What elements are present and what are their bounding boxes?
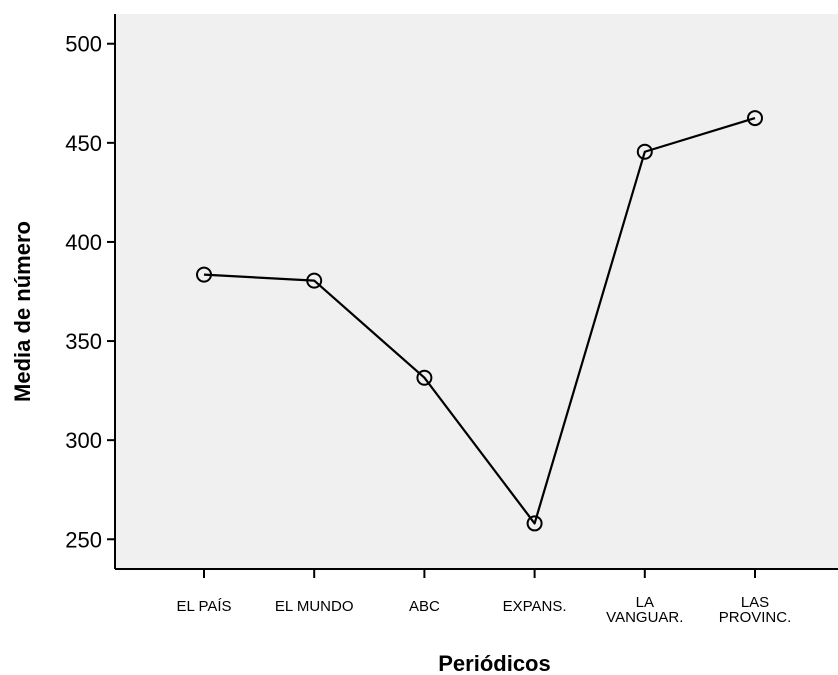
x-tick-label: EL MUNDO [275,598,354,615]
data-point-marker [526,515,543,532]
x-tick-label: LA [636,594,654,611]
y-tick-label: 450 [65,131,102,156]
y-tick-label: 350 [65,329,102,354]
y-axis-ticks: 250 300 350 400 450 500 [65,32,115,552]
series-line [203,117,756,525]
x-tick-label: EL PAÍS [176,598,231,615]
x-tick-label: PROVINC. [719,609,792,626]
y-tick-label: 400 [65,230,102,255]
data-point-marker [306,272,323,289]
data-point-marker [416,369,433,386]
x-axis-title: Periódicos [438,651,550,675]
data-point-marker [636,143,653,160]
x-tick-label: LAS [741,594,769,611]
plot-area [115,14,838,569]
data-point-marker [747,110,763,127]
x-tick-label: EXPANS. [503,598,567,615]
y-tick-label: 500 [65,32,102,57]
data-point-marker [196,266,212,283]
y-axis-title: Media de número [10,221,35,402]
y-tick-label: 250 [65,527,102,552]
x-tick-label: VANGUAR. [606,609,683,626]
y-tick-label: 300 [65,428,102,453]
data-markers [196,110,763,532]
x-tick-label: ABC [409,598,440,615]
